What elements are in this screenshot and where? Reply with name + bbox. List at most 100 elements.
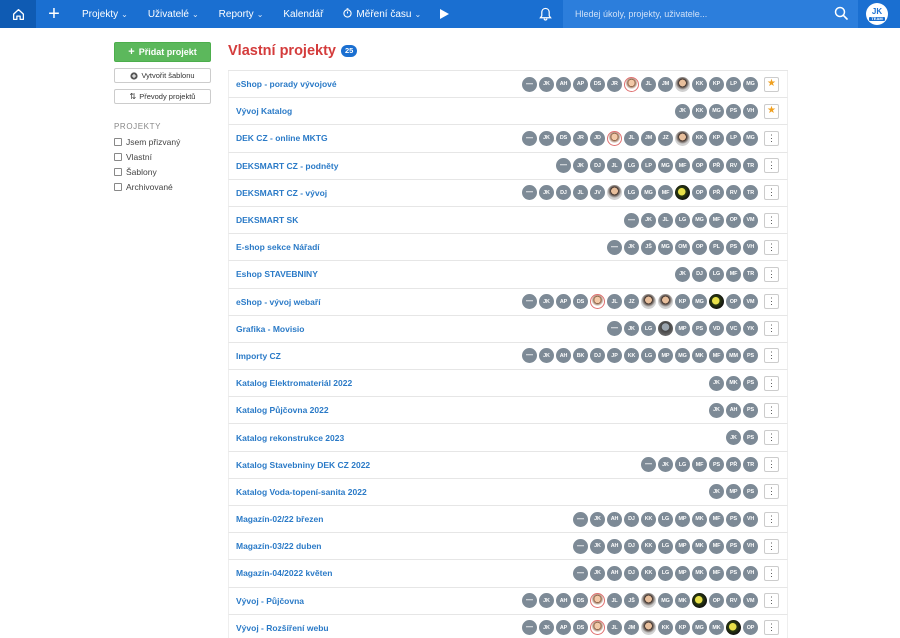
row-menu-button[interactable]: ⋮ <box>764 185 779 201</box>
row-menu-button[interactable]: ⋮ <box>764 321 779 337</box>
member-avatar[interactable]: MP <box>658 348 673 364</box>
row-menu-button[interactable]: ⋮ <box>764 239 779 255</box>
member-avatar[interactable]: MF <box>692 457 707 473</box>
member-avatar[interactable]: MK <box>692 511 707 527</box>
member-avatar[interactable]: KP <box>709 130 724 146</box>
row-menu-button[interactable]: ⋮ <box>764 402 779 418</box>
member-avatar[interactable]: MG <box>658 593 673 609</box>
member-avatar[interactable]: OP <box>692 239 707 255</box>
member-avatar[interactable]: PS <box>743 375 758 391</box>
member-avatar[interactable]: PŘ <box>726 457 741 473</box>
project-name-link[interactable]: eShop - vývoj webaří <box>236 296 321 307</box>
member-avatar[interactable]: JL <box>607 158 622 174</box>
member-avatar[interactable]: MG <box>743 130 758 146</box>
member-avatar[interactable]: LG <box>675 212 690 228</box>
project-name-link[interactable]: Vývoj - Půjčovna <box>236 595 305 606</box>
home-button[interactable] <box>0 0 36 28</box>
favorite-button[interactable]: ★ <box>764 76 779 92</box>
add-project-button[interactable]: + Přidat projekt <box>114 42 211 62</box>
member-avatar[interactable]: JZ <box>624 294 639 310</box>
project-name-link[interactable]: Magazín-03/22 duben <box>236 541 322 552</box>
member-avatar[interactable]: VC <box>726 321 741 337</box>
more-members-avatar[interactable]: — <box>522 76 537 92</box>
member-avatar[interactable]: OP <box>692 158 707 174</box>
more-members-avatar[interactable]: — <box>607 239 622 255</box>
member-avatar[interactable]: TR <box>743 266 758 282</box>
member-avatar[interactable]: KK <box>692 130 707 146</box>
member-photo-avatar[interactable] <box>624 76 639 92</box>
member-avatar[interactable]: PŘ <box>709 158 724 174</box>
more-members-avatar[interactable]: — <box>573 511 588 527</box>
member-avatar[interactable]: MG <box>743 76 758 92</box>
member-avatar[interactable]: MK <box>692 348 707 364</box>
project-name-link[interactable]: Importy CZ <box>236 350 281 361</box>
member-avatar[interactable]: OP <box>692 185 707 201</box>
project-name-link[interactable]: Katalog Půjčovna 2022 <box>236 405 329 416</box>
member-avatar[interactable]: JD <box>590 130 605 146</box>
more-members-avatar[interactable]: — <box>573 565 588 581</box>
member-avatar[interactable]: JL <box>658 212 673 228</box>
member-photo-avatar[interactable] <box>607 185 622 201</box>
member-avatar[interactable]: VH <box>743 239 758 255</box>
project-name-link[interactable]: DEKSMART SK <box>236 215 299 226</box>
project-name-link[interactable]: Magazín-04/2022 květen <box>236 568 333 579</box>
quick-add-button[interactable]: + <box>36 0 72 28</box>
member-avatar[interactable]: PS <box>726 511 741 527</box>
member-avatar[interactable]: JK <box>539 294 554 310</box>
member-avatar[interactable]: RV <box>726 158 741 174</box>
member-avatar[interactable]: JM <box>658 76 673 92</box>
member-avatar[interactable]: VH <box>743 511 758 527</box>
member-avatar[interactable]: JK <box>726 430 741 446</box>
project-name-link[interactable]: DEKSMART CZ - podněty <box>236 160 339 171</box>
member-avatar[interactable]: JK <box>539 130 554 146</box>
member-avatar[interactable]: JK <box>539 348 554 364</box>
more-members-avatar[interactable]: — <box>522 185 537 201</box>
member-avatar[interactable]: JK <box>658 457 673 473</box>
member-avatar[interactable]: PL <box>709 239 724 255</box>
project-name-link[interactable]: Vývoj - Rozšíření webu <box>236 622 329 633</box>
member-avatar[interactable]: VH <box>743 538 758 554</box>
more-members-avatar[interactable]: — <box>522 620 537 636</box>
member-avatar[interactable]: DJ <box>556 185 571 201</box>
member-avatar[interactable]: VD <box>709 321 724 337</box>
member-avatar[interactable]: MK <box>726 375 741 391</box>
project-name-link[interactable]: DEK CZ - online MKTG <box>236 133 328 144</box>
member-avatar[interactable]: AH <box>607 511 622 527</box>
member-avatar[interactable]: PS <box>692 321 707 337</box>
member-avatar[interactable]: OM <box>675 239 690 255</box>
filter-checkbox[interactable] <box>114 182 122 191</box>
create-template-button[interactable]: Vytvořit šablonu <box>114 68 211 83</box>
member-avatar[interactable]: LP <box>726 76 741 92</box>
row-menu-button[interactable]: ⋮ <box>764 130 779 146</box>
member-avatar[interactable]: JL <box>624 130 639 146</box>
member-photo-avatar[interactable] <box>675 185 690 201</box>
member-avatar[interactable]: DJ <box>624 511 639 527</box>
member-avatar[interactable]: KP <box>675 294 690 310</box>
member-avatar[interactable]: LP <box>726 130 741 146</box>
nav-item-1[interactable]: Uživatelé ⌄ <box>138 0 209 28</box>
member-avatar[interactable]: VH <box>743 103 758 119</box>
member-avatar[interactable]: PS <box>726 538 741 554</box>
more-members-avatar[interactable]: — <box>522 294 537 310</box>
member-avatar[interactable]: MF <box>709 538 724 554</box>
filter-option[interactable]: Jsem přizvaný <box>114 137 212 147</box>
member-photo-avatar[interactable] <box>675 130 690 146</box>
member-avatar[interactable]: MP <box>675 565 690 581</box>
project-name-link[interactable]: Grafika - Movisio <box>236 323 305 334</box>
member-avatar[interactable]: MF <box>709 565 724 581</box>
member-avatar[interactable]: AH <box>607 538 622 554</box>
member-avatar[interactable]: KK <box>692 103 707 119</box>
member-avatar[interactable]: MF <box>658 185 673 201</box>
member-avatar[interactable]: JK <box>675 103 690 119</box>
row-menu-button[interactable]: ⋮ <box>764 348 779 364</box>
member-avatar[interactable]: OP <box>726 294 741 310</box>
member-avatar[interactable]: JK <box>709 484 724 500</box>
filter-checkbox[interactable] <box>114 152 122 161</box>
project-transfers-button[interactable]: ⇅ Převody projektů <box>114 89 211 104</box>
member-avatar[interactable]: MP <box>675 511 690 527</box>
row-menu-button[interactable]: ⋮ <box>764 457 779 473</box>
member-avatar[interactable]: LG <box>658 565 673 581</box>
member-avatar[interactable]: PS <box>743 430 758 446</box>
member-avatar[interactable]: KP <box>709 76 724 92</box>
member-avatar[interactable]: JK <box>624 321 639 337</box>
